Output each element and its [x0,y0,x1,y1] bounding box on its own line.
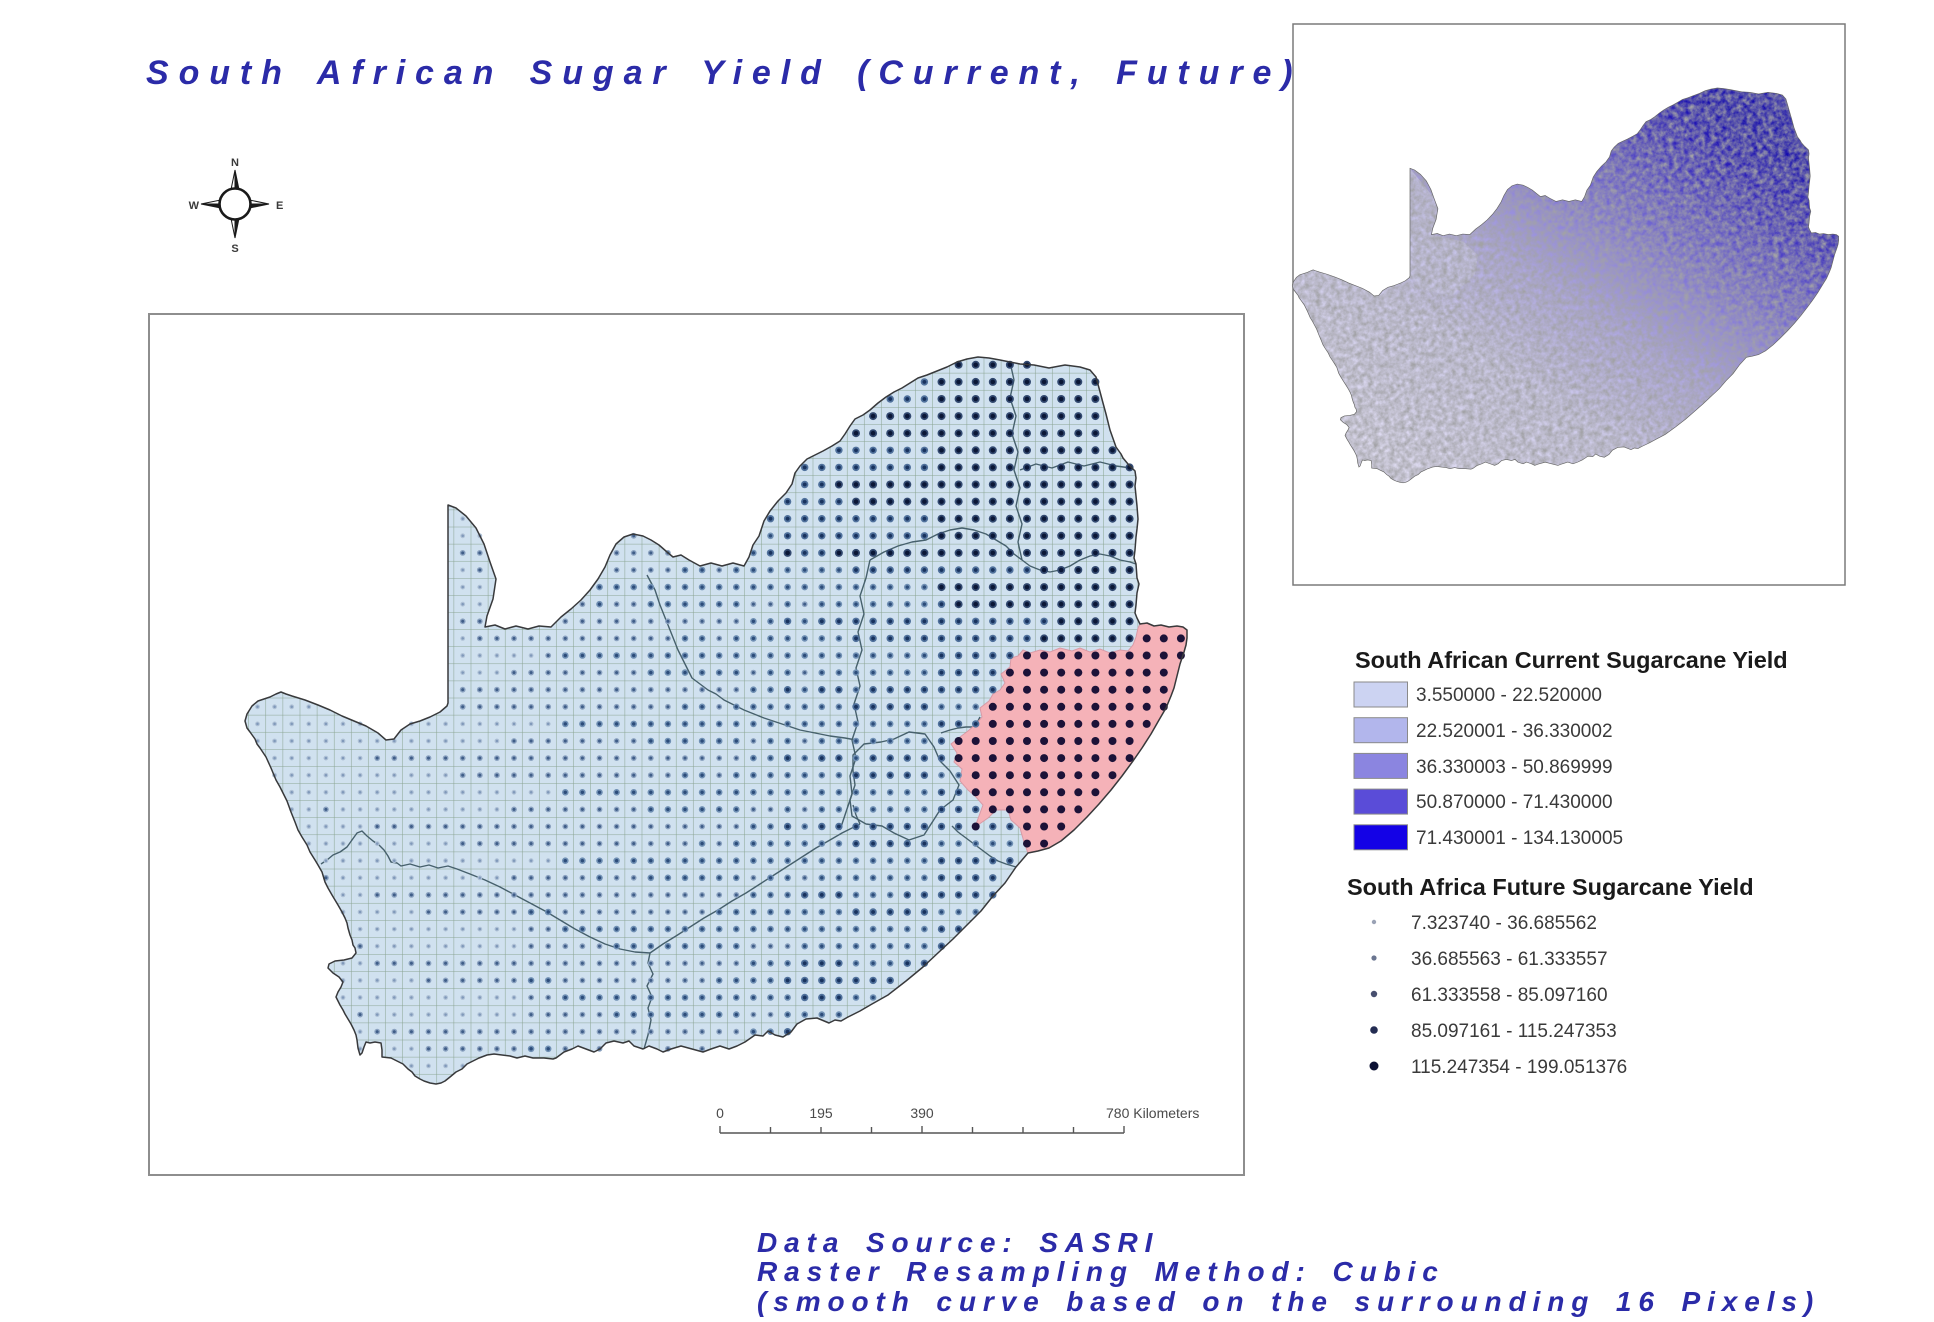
svg-text:S: S [231,243,238,255]
svg-text:W: W [189,200,200,212]
svg-text:115.247354 - 199.051376: 115.247354 - 199.051376 [1411,1057,1627,1078]
svg-text:3.550000 - 22.520000: 3.550000 - 22.520000 [1416,685,1602,706]
svg-text:E: E [276,200,283,212]
svg-text:36.330003 - 50.869999: 36.330003 - 50.869999 [1416,757,1613,778]
svg-text:7.323740 - 36.685562: 7.323740 - 36.685562 [1411,913,1597,934]
svg-text:South Africa Future Sugarcane: South Africa Future Sugarcane Yield [1347,874,1754,900]
svg-text:36.685563 - 61.333557: 36.685563 - 61.333557 [1411,949,1608,970]
svg-text:Raster Resampling Method: Cubi: Raster Resampling Method: Cubic [757,1256,1445,1287]
svg-text:390: 390 [910,1105,934,1121]
svg-text:50.870000 - 71.430000: 50.870000 - 71.430000 [1416,792,1613,813]
svg-text:(smooth curve based on the sur: (smooth curve based on the surrounding 1… [757,1286,1820,1317]
svg-text:0: 0 [716,1105,724,1121]
svg-text:South African Sugar Yield (Cur: South African Sugar Yield (Current, Futu… [146,54,1303,92]
svg-text:195: 195 [809,1105,833,1121]
svg-text:71.430001 - 134.130005: 71.430001 - 134.130005 [1416,828,1623,849]
svg-text:61.333558 - 85.097160: 61.333558 - 85.097160 [1411,985,1608,1006]
svg-text:22.520001 - 36.330002: 22.520001 - 36.330002 [1416,721,1613,742]
svg-text:85.097161 - 115.247353: 85.097161 - 115.247353 [1411,1021,1617,1042]
svg-text:Data Source: SASRI: Data Source: SASRI [757,1227,1159,1258]
svg-text:N: N [231,157,239,169]
svg-text:780 Kilometers: 780 Kilometers [1106,1105,1199,1121]
svg-text:South African Current Sugarcan: South African Current Sugarcane Yield [1355,647,1788,673]
